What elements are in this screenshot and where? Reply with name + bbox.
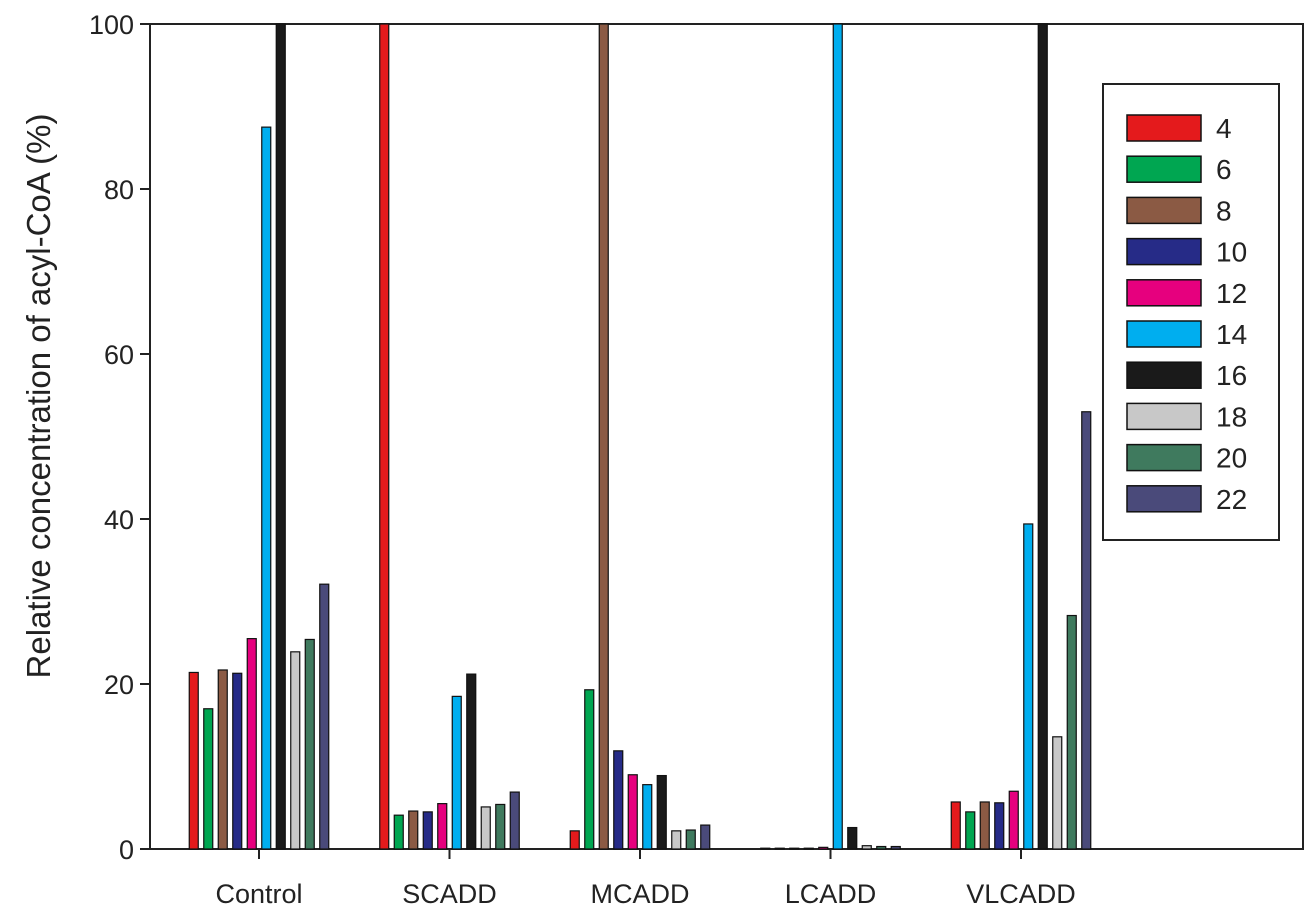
x-category-label: SCADD (402, 879, 497, 909)
bar-20-mcadd (686, 830, 695, 849)
legend-swatch-10 (1127, 239, 1201, 265)
legend-swatch-8 (1127, 197, 1201, 223)
bar-22-lcadd (891, 847, 900, 849)
bar-22-scadd (510, 792, 519, 849)
bar-20-lcadd (877, 847, 886, 849)
legend: 4 6 8 10 12 14 16 18 20 22 (1103, 84, 1279, 540)
legend-label-20: 20 (1216, 443, 1247, 474)
legend-label-16: 16 (1216, 360, 1247, 391)
y-tick-label: 0 (119, 835, 134, 865)
bar-4-mcadd (570, 831, 579, 849)
bar-10-mcadd (614, 751, 623, 849)
bar-18-lcadd (862, 846, 871, 849)
legend-label-12: 12 (1216, 278, 1247, 309)
bar-4-lcadd (761, 848, 770, 849)
legend-swatch-18 (1127, 403, 1201, 429)
legend-swatch-16 (1127, 362, 1201, 388)
bar-4-scadd (380, 24, 389, 849)
bar-18-vlcadd (1053, 737, 1062, 849)
legend-box (1103, 84, 1279, 540)
legend-label-8: 8 (1216, 195, 1232, 226)
bar-4-control (189, 672, 198, 849)
bar-8-control (218, 670, 227, 849)
bar-14-vlcadd (1024, 524, 1033, 849)
bar-6-vlcadd (966, 812, 975, 849)
bar-12-control (247, 639, 256, 849)
y-tick-label: 80 (104, 175, 134, 205)
y-axis-label: Relative concentration of acyl-CoA (%) (20, 114, 57, 679)
bar-22-vlcadd (1082, 412, 1091, 849)
legend-swatch-6 (1127, 156, 1201, 182)
bar-6-mcadd (585, 690, 594, 849)
legend-label-14: 14 (1216, 319, 1247, 350)
bar-14-lcadd (833, 24, 842, 849)
y-tick-label: 40 (104, 505, 134, 535)
bar-10-control (233, 673, 242, 849)
bar-8-lcadd (790, 848, 799, 849)
x-category-label: MCADD (591, 879, 690, 909)
bar-6-scadd (394, 815, 403, 849)
bar-10-vlcadd (995, 803, 1004, 849)
legend-label-4: 4 (1216, 113, 1232, 144)
bar-12-scadd (438, 804, 447, 849)
bar-12-mcadd (628, 775, 637, 849)
bar-22-mcadd (701, 825, 710, 849)
legend-swatch-12 (1127, 280, 1201, 306)
bar-18-control (291, 652, 300, 849)
legend-label-18: 18 (1216, 401, 1247, 432)
bar-14-scadd (452, 696, 461, 849)
bar-20-vlcadd (1067, 616, 1076, 849)
y-tick-label: 60 (104, 340, 134, 370)
bar-4-vlcadd (951, 802, 960, 849)
bar-12-vlcadd (1009, 791, 1018, 849)
legend-swatch-20 (1127, 445, 1201, 471)
bar-10-scadd (423, 812, 432, 849)
legend-label-22: 22 (1216, 484, 1247, 515)
legend-label-6: 6 (1216, 154, 1232, 185)
x-axis: Control SCADD MCADD LCADD VLCADD (215, 849, 1075, 909)
bar-18-scadd (481, 807, 490, 849)
y-tick-label: 100 (89, 10, 134, 40)
x-category-label: Control (215, 879, 302, 909)
bar-22-control (320, 584, 329, 849)
bar-8-vlcadd (980, 802, 989, 849)
legend-swatch-14 (1127, 321, 1201, 347)
y-tick-label: 20 (104, 670, 134, 700)
bar-8-mcadd (599, 24, 608, 849)
bar-20-scadd (496, 804, 505, 849)
bar-14-mcadd (643, 785, 652, 849)
bar-16-control (276, 24, 285, 849)
x-category-label: VLCADD (966, 879, 1076, 909)
bar-6-lcadd (775, 848, 784, 849)
bar-16-mcadd (657, 776, 666, 849)
bar-20-control (305, 639, 314, 849)
bar-18-mcadd (672, 831, 681, 849)
bar-10-lcadd (804, 848, 813, 849)
bars-group (189, 24, 1091, 849)
bar-16-lcadd (848, 828, 857, 849)
y-axis: 0 20 40 60 80 100 (89, 10, 150, 865)
bar-16-scadd (467, 674, 476, 849)
bar-6-control (204, 709, 213, 849)
legend-swatch-22 (1127, 486, 1201, 512)
x-category-label: LCADD (785, 879, 877, 909)
bar-12-lcadd (819, 847, 828, 849)
legend-label-10: 10 (1216, 237, 1247, 268)
legend-swatch-4 (1127, 115, 1201, 141)
bar-8-scadd (409, 811, 418, 849)
bar-14-control (262, 127, 271, 849)
bar-16-vlcadd (1038, 24, 1047, 849)
